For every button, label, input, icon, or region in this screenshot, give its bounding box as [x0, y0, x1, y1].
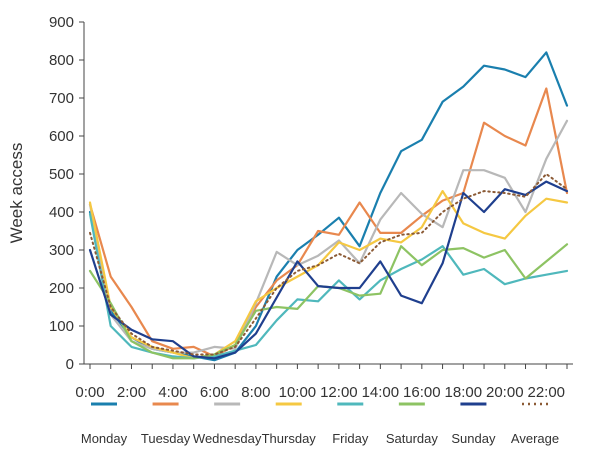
series-line-average	[89, 173, 568, 356]
x-tick-label: 0:00	[75, 384, 104, 401]
x-tick-label: 16:00	[403, 384, 441, 401]
x-tick-label: 2:00	[117, 384, 146, 401]
legend: Monday Tuesday Wednesday Thursday Friday Satu…	[81, 402, 559, 446]
series-lines	[88, 51, 569, 362]
x-tick-label: 4:00	[158, 384, 187, 401]
x-tick-label: 22:00	[527, 384, 565, 401]
legend-label-sunday: Sunday	[451, 431, 496, 446]
y-tick-label: 900	[49, 14, 74, 31]
legend-label-average: Average	[511, 431, 559, 446]
series-line-friday	[88, 212, 569, 360]
x-tick-label: 8:00	[241, 384, 270, 401]
y-tick-label: 400	[49, 204, 74, 221]
series-line-sunday	[88, 180, 569, 360]
y-tick-label: 0	[66, 356, 74, 373]
legend-label-monday: Monday	[81, 431, 128, 446]
x-tick-label: 6:00	[200, 384, 229, 401]
y-tick-label: 800	[49, 52, 74, 69]
y-tick-label: 200	[49, 280, 74, 297]
y-axis-title: Week access	[7, 143, 26, 244]
x-tick-label: 12:00	[320, 384, 358, 401]
legend-label-wednesday: Wednesday	[193, 431, 262, 446]
legend-label-saturday: Saturday	[386, 431, 439, 446]
x-tick-label: 20:00	[486, 384, 524, 401]
x-axis: 0:00 2:00 4:00 6:00 8:00 10:00 12:00 14:00 16:00…	[75, 363, 573, 401]
y-tick-label: 700	[49, 90, 74, 107]
series-line-thursday	[88, 190, 569, 360]
x-tick-label: 14:00	[362, 384, 400, 401]
x-tick-label: 18:00	[445, 384, 483, 401]
y-tick-label: 300	[49, 242, 74, 259]
legend-label-thursday: Thursday	[262, 431, 317, 446]
y-axis: 0 100 200 300 400 500 600 700 800 900	[49, 14, 85, 373]
y-tick-label: 100	[49, 318, 74, 335]
legend-label-tuesday: Tuesday	[141, 431, 191, 446]
series-line-tuesday	[88, 87, 569, 358]
x-tick-label: 10:00	[279, 384, 317, 401]
legend-label-friday: Friday	[332, 431, 369, 446]
y-tick-label: 500	[49, 166, 74, 183]
y-tick-label: 600	[49, 128, 74, 145]
series-line-monday	[88, 51, 569, 362]
